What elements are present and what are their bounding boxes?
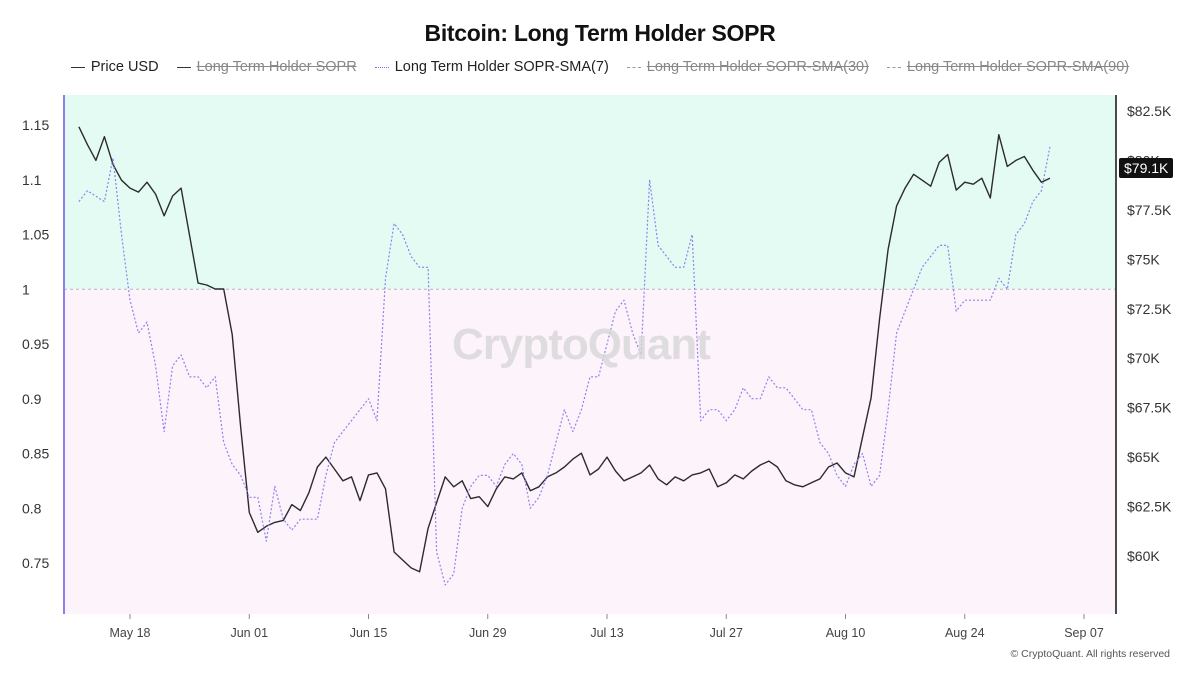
x-axis-tick-label: Jun 29 (469, 626, 507, 640)
x-axis-tick-label: Jun 15 (350, 626, 388, 640)
legend-label: Long Term Holder SOPR-SMA(30) (646, 59, 869, 75)
legend-item-price[interactable]: Price USD (70, 59, 159, 75)
left-axis-tick-label: 0.85 (22, 446, 49, 462)
right-axis-tick-label: $60K (1127, 548, 1160, 564)
left-axis-tick-label: 0.9 (22, 391, 42, 407)
series-line-price-usd (78, 126, 1051, 573)
left-axis-tick-label: 1.1 (22, 172, 42, 188)
legend-item-lth-sopr-sma30[interactable]: Long Term Holder SOPR-SMA(30) (626, 59, 869, 75)
current-price-badge: $79.1K (1119, 158, 1174, 178)
right-axis-tick-label: $77.5K (1127, 202, 1172, 218)
legend-swatch-solid-icon (176, 66, 191, 68)
left-axis-tick-label: 0.75 (22, 555, 49, 571)
legend-label: Long Term Holder SOPR-SMA(90) (906, 59, 1130, 75)
chart-legend: Price USD Long Term Holder SOPR Long Ter… (0, 59, 1200, 75)
x-axis-tick-label: Jul 13 (590, 626, 623, 640)
left-axis-tick-label: 0.8 (22, 500, 42, 516)
left-axis-tick-label: 0.95 (22, 336, 49, 352)
legend-swatch-solid-icon (70, 66, 85, 68)
x-axis-tick-label: May 18 (110, 626, 151, 640)
legend-label: Price USD (90, 59, 159, 75)
left-axis-tick-label: 1.05 (22, 227, 49, 243)
legend-label: Long Term Holder SOPR (196, 59, 357, 75)
watermark: CryptoQuant (452, 320, 711, 369)
right-axis-tick-label: $62.5K (1127, 499, 1172, 515)
copyright-text: © CryptoQuant. All rights reserved (1010, 648, 1170, 660)
left-axis-tick-label: 1.15 (22, 117, 49, 133)
right-axis-tick-label: $67.5K (1127, 400, 1172, 416)
legend-item-lth-sopr[interactable]: Long Term Holder SOPR (176, 59, 357, 75)
right-axis-tick-label: $65K (1127, 449, 1160, 465)
x-axis-tick-label: Jul 27 (710, 626, 743, 640)
x-axis-tick-label: Aug 24 (945, 626, 985, 640)
legend-swatch-dashed-icon (886, 66, 901, 68)
chart-title: Bitcoin: Long Term Holder SOPR (424, 20, 776, 46)
region-above-one (64, 95, 1116, 290)
series-line-lth-sopr-sma7 (78, 146, 1051, 586)
legend-item-lth-sopr-sma7[interactable]: Long Term Holder SOPR-SMA(7) (374, 59, 609, 75)
x-axis-tick-label: Sep 07 (1064, 626, 1104, 640)
region-below-one (64, 289, 1116, 614)
left-axis-tick-label: 1 (22, 281, 30, 297)
right-axis-tick-label: $82.5K (1127, 103, 1172, 119)
x-axis-tick-label: Jun 01 (230, 626, 268, 640)
legend-label: Long Term Holder SOPR-SMA(7) (394, 59, 609, 75)
legend-swatch-dotted-icon (374, 66, 389, 68)
right-axis-tick-label: $75K (1127, 251, 1160, 267)
right-axis-tick-label: $72.5K (1127, 301, 1172, 317)
x-axis-tick-label: Aug 10 (826, 626, 866, 640)
right-axis-tick-label: $70K (1127, 350, 1160, 366)
legend-item-lth-sopr-sma90[interactable]: Long Term Holder SOPR-SMA(90) (886, 59, 1130, 75)
legend-swatch-dashed-icon (626, 66, 641, 68)
